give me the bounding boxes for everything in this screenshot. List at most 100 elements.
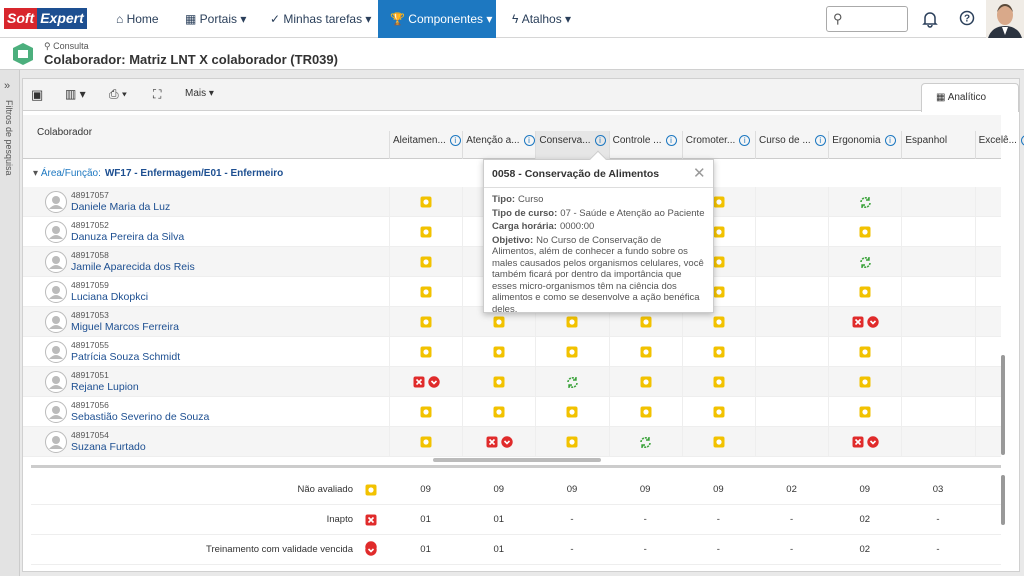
employee-name[interactable]: Daniele Maria da Luz xyxy=(71,201,171,213)
status-cell[interactable] xyxy=(535,307,608,337)
employee-id: 48917052 xyxy=(71,220,109,230)
filter-sidebar[interactable]: » Filtros de pesquisa xyxy=(0,70,20,576)
status-cell[interactable] xyxy=(608,337,682,367)
vertical-scrollbar[interactable] xyxy=(1001,475,1005,525)
nav-item[interactable]: ⌂ Home xyxy=(116,12,159,26)
status-cell[interactable] xyxy=(828,427,901,457)
status-cell[interactable] xyxy=(389,247,462,277)
status-cell[interactable] xyxy=(681,427,755,457)
employee-name[interactable]: Jamile Aparecida dos Reis xyxy=(71,261,195,273)
status-cell[interactable] xyxy=(535,427,608,457)
status-cell[interactable] xyxy=(535,337,608,367)
top-nav: Soft Expert ⌂ Home ▦ Portais ▾ ✓ Minhas t… xyxy=(0,0,1024,38)
status-cell[interactable] xyxy=(389,427,462,457)
status-cell[interactable] xyxy=(535,397,608,427)
status-cell[interactable] xyxy=(828,307,901,337)
status-cell[interactable] xyxy=(608,397,682,427)
status-cell[interactable] xyxy=(389,337,462,367)
status-cell[interactable] xyxy=(828,337,901,367)
status-cell[interactable] xyxy=(389,217,462,247)
status-cell[interactable] xyxy=(389,307,462,337)
column-header[interactable]: Atenção a... i xyxy=(462,131,535,159)
logo[interactable]: Soft Expert xyxy=(4,8,87,29)
info-icon[interactable]: i xyxy=(665,135,677,146)
info-icon[interactable]: i xyxy=(884,135,896,146)
status-cell[interactable] xyxy=(828,277,901,307)
expand-arrow[interactable]: ▾ xyxy=(33,168,41,179)
avatar xyxy=(45,311,67,333)
more-button[interactable]: Mais ▾ xyxy=(185,88,214,99)
toolbar-button[interactable]: ▥ ▾ xyxy=(65,87,86,101)
tooltip-close[interactable]: ✕ xyxy=(693,165,706,182)
status-cell xyxy=(901,187,974,217)
status-cell[interactable] xyxy=(828,247,901,277)
toolbar-button[interactable]: ⛶ xyxy=(153,87,162,101)
column-header[interactable]: Aleitamen... i xyxy=(389,131,462,159)
status-cell[interactable] xyxy=(462,307,535,337)
status-cell[interactable] xyxy=(608,307,682,337)
collapse-icon[interactable]: » xyxy=(4,80,11,92)
column-label: Conserva... xyxy=(539,135,591,146)
status-cell[interactable] xyxy=(681,367,755,397)
column-header[interactable]: Cromoter... i xyxy=(681,131,755,159)
status-cell[interactable] xyxy=(608,427,682,457)
status-cell[interactable] xyxy=(828,187,901,217)
status-cell[interactable] xyxy=(681,337,755,367)
status-cell[interactable] xyxy=(828,397,901,427)
info-icon[interactable]: i xyxy=(523,135,535,146)
employee-name[interactable]: Danuza Pereira da Silva xyxy=(71,231,185,243)
summary-value: - xyxy=(643,544,647,555)
status-cell[interactable] xyxy=(462,337,535,367)
column-header[interactable]: Ergonomia i xyxy=(828,131,901,159)
status-cell[interactable] xyxy=(681,397,755,427)
toolbar-button[interactable]: ⎙ ▾ xyxy=(109,87,127,101)
summary-value: - xyxy=(790,544,794,555)
status-cell[interactable] xyxy=(608,367,682,397)
status-cell[interactable] xyxy=(828,217,901,247)
page-header: ⚲ Consulta Colaborador: Matriz LNT X col… xyxy=(0,38,1024,70)
employee-name[interactable]: Miguel Marcos Ferreira xyxy=(71,321,179,333)
status-cell[interactable] xyxy=(389,367,462,397)
column-header[interactable]: Controle ... i xyxy=(608,131,682,159)
nav-item[interactable]: 🏆 Componentes ▾ xyxy=(378,0,496,38)
employee-name[interactable]: Sebastião Severino de Souza xyxy=(71,411,210,423)
toolbar-button[interactable]: ▣ xyxy=(31,87,44,102)
nav-item[interactable]: ✓ Minhas tarefas ▾ xyxy=(270,12,372,26)
page-title: Colaborador: Matriz LNT X colaborador (T… xyxy=(44,52,338,67)
status-cell[interactable] xyxy=(535,367,608,397)
employee-name[interactable]: Luciana Dkopkci xyxy=(71,291,149,303)
status-cell[interactable] xyxy=(389,277,462,307)
user-avatar[interactable] xyxy=(986,0,1024,38)
status-cell[interactable] xyxy=(389,397,462,427)
avatar xyxy=(45,371,67,393)
status-cell[interactable] xyxy=(462,397,535,427)
vertical-scrollbar[interactable] xyxy=(1001,355,1005,455)
employee-name[interactable]: Suzana Furtado xyxy=(71,441,146,453)
employee-name[interactable]: Patrícia Souza Schmidt xyxy=(71,351,181,363)
status-cell[interactable] xyxy=(828,367,901,397)
analytic-tab[interactable]: ▦ Analítico xyxy=(921,83,1019,112)
column-header[interactable]: Curso de ... i xyxy=(755,131,828,159)
status-cell[interactable] xyxy=(462,367,535,397)
help-icon[interactable]: ? xyxy=(959,10,975,26)
info-icon[interactable]: i xyxy=(594,135,606,146)
info-icon[interactable]: i xyxy=(814,135,826,146)
horizontal-scrollbar[interactable] xyxy=(433,458,601,462)
status-cell[interactable] xyxy=(681,307,755,337)
search-box[interactable]: ⚲ xyxy=(826,6,908,32)
info-icon[interactable]: i xyxy=(739,135,751,146)
status-cell[interactable] xyxy=(389,187,462,217)
notifications-icon[interactable] xyxy=(922,10,938,28)
column-header[interactable]: Excelê...i xyxy=(974,131,1024,159)
employee-name[interactable]: Rejane Lupion xyxy=(71,381,139,393)
table-divider[interactable] xyxy=(31,465,1001,468)
info-icon[interactable]: i xyxy=(449,135,461,146)
nav-item[interactable]: ϟ Atalhos ▾ xyxy=(512,12,572,26)
nav-item[interactable]: ▦ Portais ▾ xyxy=(185,12,247,26)
employee-id: 48917056 xyxy=(71,400,109,410)
summary-value: 01 xyxy=(420,514,431,525)
status-cell[interactable] xyxy=(462,427,535,457)
tooltip-title: 0058 - Conservação de Alimentos xyxy=(492,168,660,180)
status-cell xyxy=(755,337,828,367)
column-header[interactable]: Espanhol xyxy=(901,131,974,159)
